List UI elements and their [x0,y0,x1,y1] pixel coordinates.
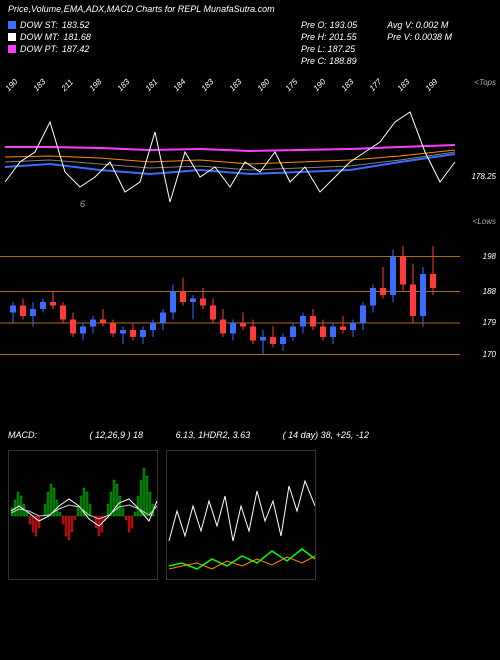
macd-params: ( 12,26,9 ) 18 [90,430,144,440]
candle-svg [0,232,460,372]
top-price-label: 183 [340,77,356,93]
top-price-label: 183 [32,77,48,93]
upper-ema-svg: 6 [0,92,460,222]
lows-note: <Lows [473,217,496,226]
legend-dow-pt: DOW PT: 187.42 [8,44,91,54]
lower-right-axis: 198 188 179 170 [460,232,500,372]
stat-pre-o: Pre O: 193.05 [301,20,357,30]
dow-pt-marker [8,45,16,53]
top-price-label: 190 [312,77,328,93]
adx-panel [166,450,316,580]
top-price-label: 183 [228,77,244,93]
upper-axis-label: 178.25 [472,172,496,181]
top-price-label: 180 [256,77,272,93]
macd-label-row: MACD: ( 12,26,9 ) 18 6.13, 1HDR2, 3.63 (… [8,430,488,440]
main-chart-area: 190 183 211 198 183 181 184 183 183 180 175 190 183 1… [0,72,500,382]
dow-st-marker [8,21,16,29]
top-price-labels: 190 183 211 198 183 181 184 183 183 180 175 190 183 1… [0,72,460,92]
lower-axis-label: 198 [483,252,496,261]
legend-dow-mt: DOW MT: 181.68 [8,32,91,42]
dow-st-value: 183.52 [62,20,90,30]
macd-panel [8,450,158,580]
tops-note: <Tops [474,78,496,87]
macd-label: MACD: [8,430,37,440]
stat-pre-h: Pre H: 201.55 [301,32,357,42]
top-price-label: 199 [424,77,440,93]
top-price-label: 211 [60,78,75,93]
chart-title: Price,Volume,EMA,ADX,MACD Charts for REP… [0,0,500,18]
macd-text2: 6.13, 1HDR2, 3.63 [176,430,251,440]
macd-svg [9,451,158,580]
lower-axis-label: 188 [483,287,496,296]
dow-st-label: DOW ST: [20,20,58,30]
upper-ema-panel: 6 [0,92,460,222]
dow-pt-label: DOW PT: [20,44,58,54]
macd-text3: ( 14 day) 38, +25, -12 [283,430,369,440]
dow-pt-value: 187.42 [62,44,90,54]
sub-panels-row [8,450,316,580]
dow-mt-marker [8,33,16,41]
top-price-label: 177 [368,77,384,93]
lower-axis-label: 179 [483,318,496,327]
stat-pre-v: Pre V: 0.0038 M [387,32,452,42]
chart-legend: DOW ST: 183.52 DOW MT: 181.68 DOW PT: 18… [0,18,500,68]
stat-pre-l: Pre L: 187.25 [301,44,357,54]
candlestick-panel [0,232,460,372]
adx-svg [167,451,316,580]
top-price-label: 181 [144,77,160,93]
dow-mt-label: DOW MT: [20,32,59,42]
top-price-label: 175 [284,77,300,93]
top-price-label: 183 [396,77,412,93]
legend-dow-st: DOW ST: 183.52 [8,20,91,30]
stat-avg-v: Avg V: 0.002 M [387,20,452,30]
top-price-label: 183 [200,77,216,93]
top-price-label: 198 [88,77,104,93]
top-price-label: 190 [4,77,20,93]
stat-pre-c: Pre C: 188.89 [301,56,357,66]
svg-text:6: 6 [80,199,85,209]
lower-axis-label: 170 [483,350,496,359]
top-price-label: 184 [172,77,188,93]
top-price-label: 183 [116,77,132,93]
dow-mt-value: 181.68 [63,32,91,42]
